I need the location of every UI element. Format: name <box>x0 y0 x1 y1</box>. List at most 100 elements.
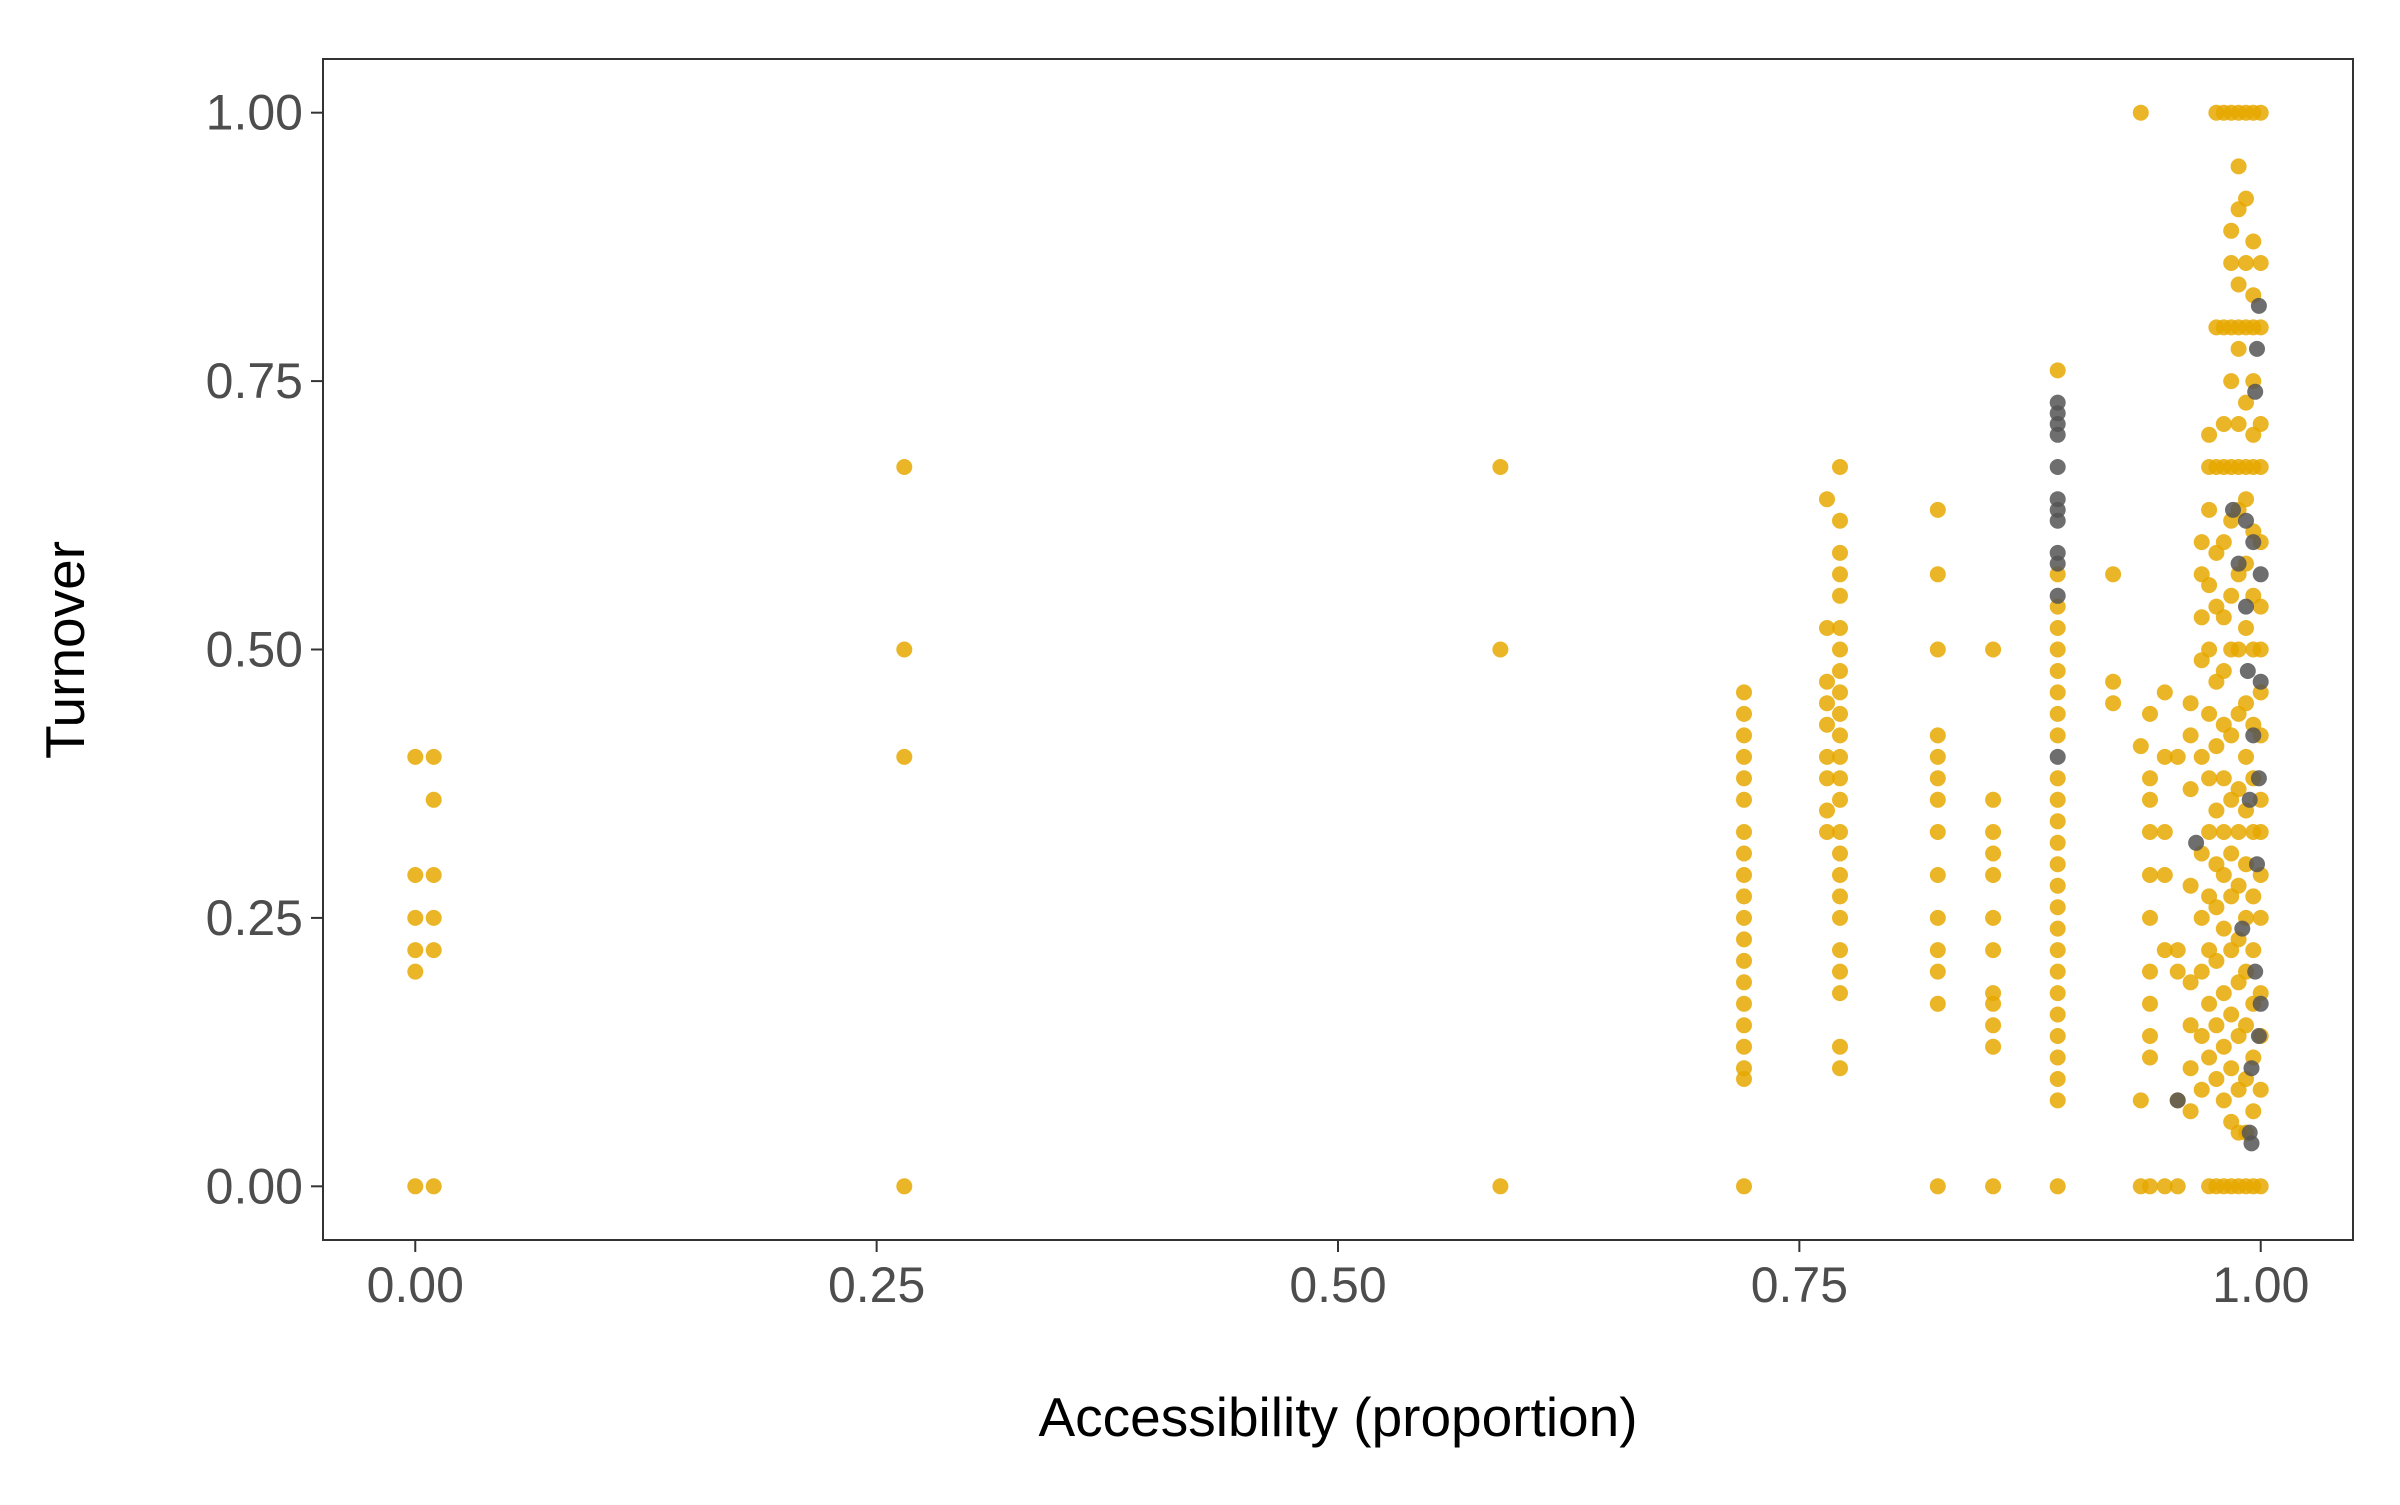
data-point <box>2230 555 2247 572</box>
data-point <box>1929 501 1946 518</box>
data-point <box>2223 1006 2240 1023</box>
data-point <box>2238 856 2254 873</box>
data-point <box>2182 877 2199 894</box>
data-point <box>425 867 442 883</box>
data-point <box>2049 459 2066 475</box>
data-point <box>2049 920 2066 937</box>
data-point <box>1832 620 1848 636</box>
data-point <box>2182 695 2199 712</box>
data-point <box>1832 459 1848 475</box>
data-point <box>2252 459 2269 475</box>
data-point <box>2169 1092 2186 1109</box>
data-point <box>2215 770 2232 787</box>
data-point <box>2230 276 2247 293</box>
data-point <box>2215 663 2232 679</box>
data-point <box>1736 931 1752 948</box>
data-point <box>2049 684 2066 701</box>
data-point <box>1736 974 1752 991</box>
data-point <box>1832 1038 1848 1055</box>
data-point <box>2239 663 2256 679</box>
data-point <box>2049 394 2066 411</box>
data-point <box>1832 641 1848 658</box>
data-point <box>2049 727 2066 744</box>
data-point <box>2208 1017 2225 1034</box>
data-point <box>1832 684 1848 701</box>
data-point <box>2252 566 2269 583</box>
data-point <box>2245 727 2262 744</box>
data-point <box>2049 1178 2066 1195</box>
data-point <box>2142 867 2158 883</box>
data-point <box>1736 1060 1752 1077</box>
data-point <box>1832 512 1848 529</box>
data-point <box>2049 641 2066 658</box>
data-point <box>2049 813 2066 830</box>
data-point <box>1819 824 1835 840</box>
data-point <box>2201 705 2218 722</box>
data-point <box>1832 566 1848 583</box>
data-point <box>2049 587 2066 604</box>
data-point <box>2215 416 2232 432</box>
data-point <box>2142 1049 2158 1066</box>
data-point <box>1985 942 2002 959</box>
data-point <box>2243 1060 2260 1077</box>
data-point <box>1985 641 2002 658</box>
y-tick-label: 0.75 <box>206 353 303 409</box>
data-point <box>1929 748 1946 765</box>
data-point <box>2132 1092 2149 1109</box>
data-point <box>2208 899 2225 916</box>
data-point <box>2208 952 2225 969</box>
data-point <box>1492 1178 1509 1195</box>
data-point <box>2182 727 2199 744</box>
data-point <box>2208 802 2225 819</box>
data-point <box>2252 641 2269 658</box>
data-point <box>1985 909 2002 926</box>
data-point <box>2234 920 2251 937</box>
data-point <box>896 459 913 475</box>
data-point <box>2201 426 2218 443</box>
data-point <box>2252 104 2269 121</box>
x-axis: 0.00 0.25 0.50 0.75 1.00 <box>367 1240 2309 1313</box>
data-point <box>1929 995 1946 1012</box>
data-point <box>2142 705 2158 722</box>
data-point <box>2182 974 2199 991</box>
data-point <box>2230 641 2247 658</box>
series-1 <box>407 104 2269 1195</box>
data-point <box>1736 1017 1752 1034</box>
data-point <box>2225 501 2241 518</box>
data-point <box>1985 1038 2002 1055</box>
data-point <box>2252 824 2269 840</box>
data-point <box>1929 566 1946 583</box>
data-point <box>2247 383 2264 400</box>
data-point <box>2049 544 2066 561</box>
data-point <box>1832 791 1848 808</box>
data-point <box>2238 598 2254 615</box>
data-point <box>2049 362 2066 379</box>
data-point <box>2252 319 2269 336</box>
data-point <box>1736 684 1752 701</box>
data-point <box>2049 491 2066 508</box>
data-point <box>2223 587 2240 604</box>
data-point <box>1985 824 2002 840</box>
data-point <box>2182 781 2199 798</box>
data-point <box>2142 963 2158 980</box>
data-point <box>2208 1071 2225 1087</box>
y-axis: 0.00 0.25 0.50 0.75 1.00 <box>206 85 323 1214</box>
data-point <box>1929 727 1946 744</box>
data-point <box>1832 909 1848 926</box>
x-tick-label: 1.00 <box>2212 1257 2309 1313</box>
data-point <box>1832 770 1848 787</box>
data-point <box>1819 802 1835 819</box>
data-point <box>1736 909 1752 926</box>
data-point <box>1929 791 1946 808</box>
data-point <box>2245 942 2262 959</box>
data-point <box>2215 867 2232 883</box>
data-point <box>2201 1049 2218 1066</box>
data-point <box>1736 888 1752 905</box>
data-point <box>2230 824 2247 840</box>
data-point <box>1929 770 1946 787</box>
data-point <box>1832 963 1848 980</box>
data-point <box>2252 1081 2269 1098</box>
data-point <box>896 641 913 658</box>
data-point <box>1819 695 1835 712</box>
data-point <box>2245 1103 2262 1120</box>
